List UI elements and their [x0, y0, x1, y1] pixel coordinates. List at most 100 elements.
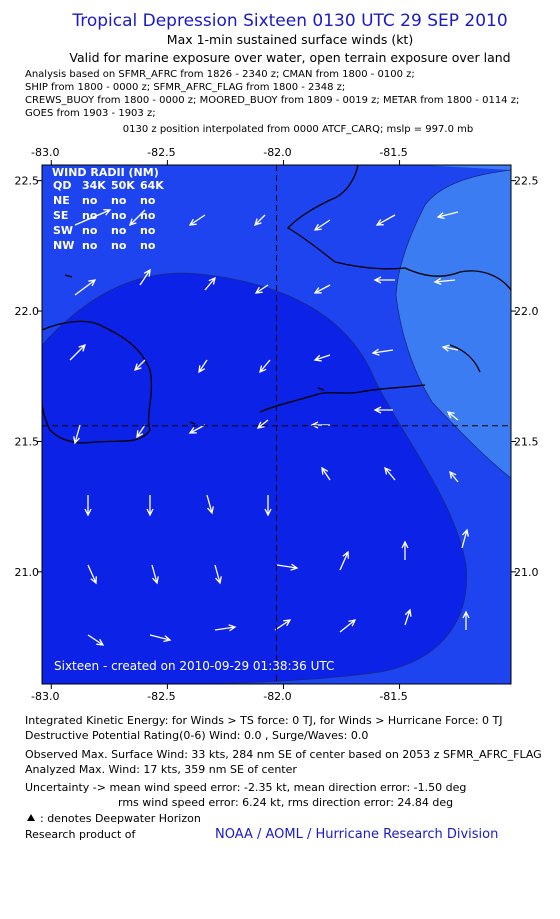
x-tick-label: -82.5 — [147, 690, 175, 703]
x-tick-label: -83.0 — [31, 146, 59, 159]
wind-arrow — [206, 494, 214, 515]
radii-cell: no — [82, 224, 98, 237]
org-link: NOAA / AOML / Hurricane Research Divisio… — [215, 827, 498, 842]
wind-arrow — [139, 268, 151, 286]
x-tick-label: -83.0 — [31, 690, 59, 703]
wind-arrow — [151, 564, 159, 585]
wind-arrow — [87, 564, 97, 585]
wind-arrow — [313, 354, 331, 362]
radii-cell: NE — [53, 194, 70, 207]
wind-arrow — [373, 406, 393, 414]
wind-arrow — [136, 424, 146, 439]
radii-header: 34K — [82, 179, 106, 192]
wind-arrow — [133, 359, 146, 372]
y-tick-label: 22.0 — [15, 305, 40, 318]
footer-line: Observed Max. Surface Wind: 33 kts, 284 … — [25, 748, 542, 761]
radii-header: QD — [53, 179, 71, 192]
wind-arrow — [253, 214, 266, 227]
wind-arrow — [339, 550, 349, 571]
wind-arrow — [146, 495, 154, 517]
radii-cell: no — [140, 209, 156, 222]
wind-arrow — [74, 279, 97, 296]
legend-text: : denotes Deepwater Horizon — [40, 812, 201, 825]
analysis-line: GOES from 1903 - 1903 z; — [25, 108, 156, 119]
wind-arrow — [264, 495, 272, 517]
subtitle: Max 1-min sustained surface winds (kt) — [167, 32, 413, 47]
y-tick-label: 22.5 — [15, 175, 40, 188]
footer-line: Integrated Kinetic Energy: for Winds > T… — [25, 714, 503, 727]
radii-cell: no — [111, 239, 127, 252]
wind-arrow — [73, 424, 81, 445]
wind-arrow — [461, 528, 469, 549]
analysis-line: SHIP from 1800 - 0000 z; SFMR_AFRC_FLAG … — [25, 82, 345, 93]
wind-arrow — [313, 284, 331, 294]
footer-line: Uncertainty -> mean wind speed error: -2… — [25, 781, 466, 794]
wind-arrow — [188, 424, 206, 434]
wind-arrow — [69, 343, 87, 361]
wind-arrow — [371, 348, 394, 356]
wind-arrow — [254, 284, 269, 294]
wind-arrow — [313, 219, 331, 231]
radii-cell: no — [111, 209, 127, 222]
y-tick-label: 21.0 — [15, 566, 40, 579]
wind-arrow — [384, 466, 396, 481]
title: Tropical Depression Sixteen 0130 UTC 29 … — [71, 11, 507, 31]
radii-cell: NW — [53, 239, 74, 252]
wind-arrow — [214, 564, 222, 585]
wind-arrow — [462, 610, 470, 630]
footer-line: Analyzed Max. Wind: 17 kts, 359 nm SE of… — [25, 763, 297, 776]
radii-cell: no — [82, 194, 98, 207]
wind-arrows — [69, 208, 470, 646]
analysis-line: Analysis based on SFMR_AFRC from 1826 - … — [25, 69, 415, 80]
x-tick-label: -81.5 — [379, 146, 407, 159]
wind-arrow — [256, 419, 269, 429]
wind-arrow — [74, 208, 112, 226]
radii-title: WIND RADII (NM) — [52, 166, 159, 179]
footer-line: Destructive Potential Rating(0-6) Wind: … — [25, 729, 368, 742]
wind-arrow — [404, 608, 412, 626]
y-tick-label: 22.5 — [514, 175, 539, 188]
y-tick-label: 22.0 — [514, 305, 539, 318]
coastlines — [42, 165, 511, 444]
wind-arrow — [441, 344, 459, 352]
wind-arrow — [310, 421, 330, 429]
wind-arrow — [446, 411, 459, 421]
wind-arrow — [188, 214, 206, 226]
analysis-line: CREWS_BUOY from 1800 - 0000 z; MOORED_BU… — [25, 95, 519, 106]
wind-arrow — [373, 276, 395, 284]
wind-arrow — [128, 209, 146, 227]
wind-arrow — [433, 277, 456, 285]
radii-cell: no — [140, 194, 156, 207]
y-tick-label: 21.5 — [514, 435, 539, 448]
footer-line: rms wind speed error: 6.24 kt, rms direc… — [118, 796, 453, 809]
dark-wind-region — [42, 272, 468, 684]
radii-header: 50K — [111, 179, 135, 192]
radii-cell: no — [140, 224, 156, 237]
radii-cell: SE — [53, 209, 68, 222]
wind-arrow — [436, 211, 459, 220]
radii-cell: no — [111, 194, 127, 207]
wind-arrow — [214, 624, 237, 632]
x-tick-label: -81.5 — [379, 690, 407, 703]
wind-arrow — [87, 634, 105, 646]
wind-arrow — [375, 214, 396, 226]
position-note: 0130 z position interpolated from 0000 A… — [123, 124, 473, 135]
wind-arrow — [204, 276, 216, 291]
x-tick-label: -82.5 — [147, 146, 175, 159]
y-tick-label: 21.0 — [514, 566, 539, 579]
wind-arrow — [259, 359, 271, 374]
y-tick-label: 21.5 — [15, 435, 40, 448]
wind-arrow — [84, 495, 92, 517]
wind-arrow — [321, 466, 331, 481]
axes: -83.0 -83.0 -82.5 -82.5 -82.0 -82.0 -81.5 -81.5… — [15, 146, 539, 703]
radii-header: 64K — [140, 179, 164, 192]
light-wind-region — [395, 165, 511, 479]
wind-arrow — [198, 359, 208, 374]
radii-cell: no — [111, 224, 127, 237]
wind-arrow — [339, 619, 357, 633]
wind-arrow — [401, 540, 409, 560]
map-credit: Sixteen - created on 2010-09-29 01:38:36… — [54, 659, 334, 673]
x-tick-label: -82.0 — [263, 146, 291, 159]
